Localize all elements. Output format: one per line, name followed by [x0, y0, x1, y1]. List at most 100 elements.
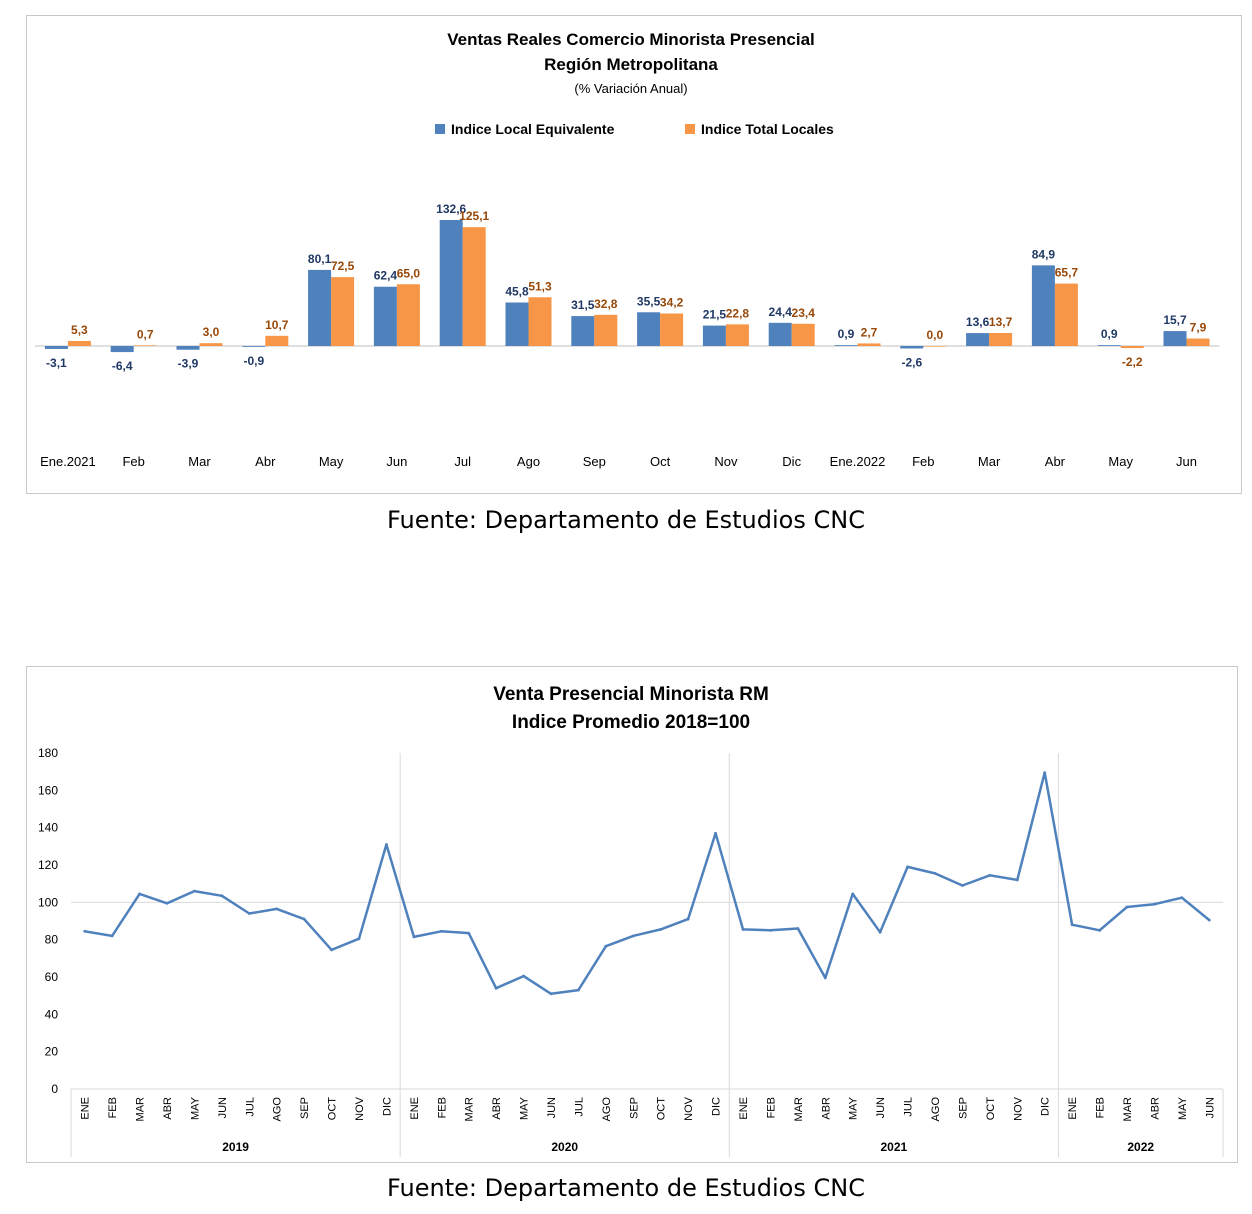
data-label-total-locales: 32,8 — [594, 297, 618, 311]
data-label-total-locales: 65,7 — [1055, 266, 1079, 280]
bar-total-locales — [1054, 283, 1078, 346]
x-month-label: ABR — [1149, 1097, 1161, 1120]
data-label-total-locales: 23,4 — [792, 306, 816, 320]
data-label-total-locales: 72,5 — [331, 259, 355, 273]
x-month-label: JUL — [573, 1097, 585, 1117]
x-month-label: NOV — [354, 1096, 366, 1121]
bar-total-locales — [265, 335, 289, 346]
bar-local-equivalente — [571, 316, 595, 346]
data-label-local-equivalente: 0,9 — [838, 327, 855, 341]
x-month-label: AGO — [601, 1097, 613, 1122]
data-point — [1098, 928, 1101, 932]
x-month-label: OCT — [327, 1097, 339, 1121]
x-tick-label: Oct — [650, 454, 671, 469]
bar-local-equivalente — [702, 325, 726, 346]
x-month-label: ENE — [1067, 1097, 1079, 1120]
data-label-local-equivalente: -2,6 — [901, 355, 922, 369]
bar-local-equivalente — [44, 346, 68, 349]
bar-total-locales — [725, 324, 749, 346]
x-tick-label: Jun — [1176, 454, 1197, 469]
data-point — [1153, 902, 1156, 906]
line-chart-title: Venta Presencial Minorista RM — [493, 684, 769, 705]
x-month-label: JUL — [244, 1097, 256, 1117]
x-tick-label: Mar — [188, 454, 211, 469]
data-label-local-equivalente: -3,1 — [46, 356, 67, 370]
bar-total-locales — [989, 332, 1013, 346]
x-month-label: ABR — [491, 1097, 503, 1120]
data-label-total-locales: 22,8 — [726, 306, 750, 320]
data-point — [631, 934, 635, 938]
data-label-total-locales: 13,7 — [989, 315, 1013, 329]
line-chart-panel: Venta Presencial Minorista RM Indice Pro… — [26, 666, 1238, 1163]
x-month-label: MAR — [793, 1097, 805, 1122]
bar-total-locales — [67, 340, 91, 346]
x-tick-label: Ene.2021 — [40, 454, 96, 469]
x-month-label: JUN — [875, 1097, 887, 1118]
bar-local-equivalente — [110, 346, 134, 353]
x-tick-label: May — [1108, 454, 1133, 469]
bar-local-equivalente — [176, 346, 200, 350]
data-point — [796, 927, 800, 930]
bar-chart-note: (% Variación Anual) — [574, 81, 687, 96]
data-point — [741, 928, 745, 931]
data-point — [83, 929, 87, 933]
x-month-label: AGO — [930, 1097, 942, 1122]
data-point — [769, 928, 772, 932]
data-point — [385, 843, 388, 846]
x-month-label: JUN — [1204, 1097, 1216, 1118]
data-point — [494, 986, 498, 990]
data-point — [110, 934, 114, 938]
x-month-label: AGO — [272, 1097, 284, 1122]
x-month-label: OCT — [985, 1097, 997, 1121]
bar-local-equivalente — [966, 333, 990, 346]
bar-local-equivalente — [1163, 331, 1187, 346]
data-label-local-equivalente: 31,5 — [571, 298, 595, 312]
data-point — [193, 889, 196, 893]
data-point — [851, 892, 855, 896]
line-chart-source: Fuente: Departamento de Estudios CNC — [387, 1174, 865, 1202]
x-tick-label: Ene.2022 — [830, 454, 886, 469]
bar-local-equivalente — [637, 312, 661, 346]
x-month-label: ENE — [80, 1097, 92, 1120]
x-tick-label: May — [319, 454, 344, 469]
x-month-label: ENE — [409, 1097, 421, 1120]
y-tick-label: 160 — [38, 783, 58, 797]
x-month-label: DIC — [1040, 1097, 1052, 1116]
bar-local-equivalente — [242, 346, 266, 347]
bar-local-equivalente — [900, 346, 924, 349]
data-point — [330, 948, 333, 952]
x-month-label: JUL — [903, 1097, 915, 1117]
x-month-label: JUN — [546, 1097, 558, 1118]
x-tick-label: Feb — [122, 454, 144, 469]
bar-total-locales — [528, 297, 552, 346]
data-label-local-equivalente: 0,9 — [1101, 327, 1118, 341]
bar-local-equivalente — [505, 302, 529, 346]
data-label-local-equivalente: 35,5 — [637, 294, 661, 308]
x-tick-label: Jul — [454, 454, 471, 469]
data-label-local-equivalente: 13,6 — [966, 315, 990, 329]
x-month-label: ABR — [162, 1097, 174, 1120]
data-label-total-locales: 2,7 — [861, 325, 878, 339]
bar-chart-source: Fuente: Departamento de Estudios CNC — [387, 506, 865, 534]
data-point — [522, 974, 525, 978]
data-label-local-equivalente: -3,9 — [178, 357, 199, 371]
y-tick-label: 60 — [45, 970, 59, 984]
data-point — [439, 929, 443, 933]
y-tick-label: 40 — [45, 1007, 59, 1021]
bar-local-equivalente — [768, 322, 792, 346]
data-label-total-locales: -2,2 — [1122, 355, 1143, 369]
line-chart-subtitle: Indice Promedio 2018=100 — [512, 712, 750, 733]
data-point — [686, 917, 690, 921]
x-month-label: SEP — [957, 1097, 969, 1119]
x-year-label: 2022 — [1127, 1140, 1154, 1154]
data-point — [577, 988, 580, 992]
bar-local-equivalente — [1097, 345, 1121, 346]
x-month-label: NOV — [1012, 1096, 1024, 1121]
x-tick-label: Abr — [1045, 454, 1066, 469]
x-month-label: DIC — [381, 1097, 393, 1116]
bar-local-equivalente — [439, 220, 463, 346]
x-month-label: DIC — [711, 1097, 723, 1116]
x-tick-label: Feb — [912, 454, 934, 469]
data-point — [1207, 918, 1211, 922]
line-chart: Venta Presencial Minorista RM Indice Pro… — [38, 684, 1224, 1157]
